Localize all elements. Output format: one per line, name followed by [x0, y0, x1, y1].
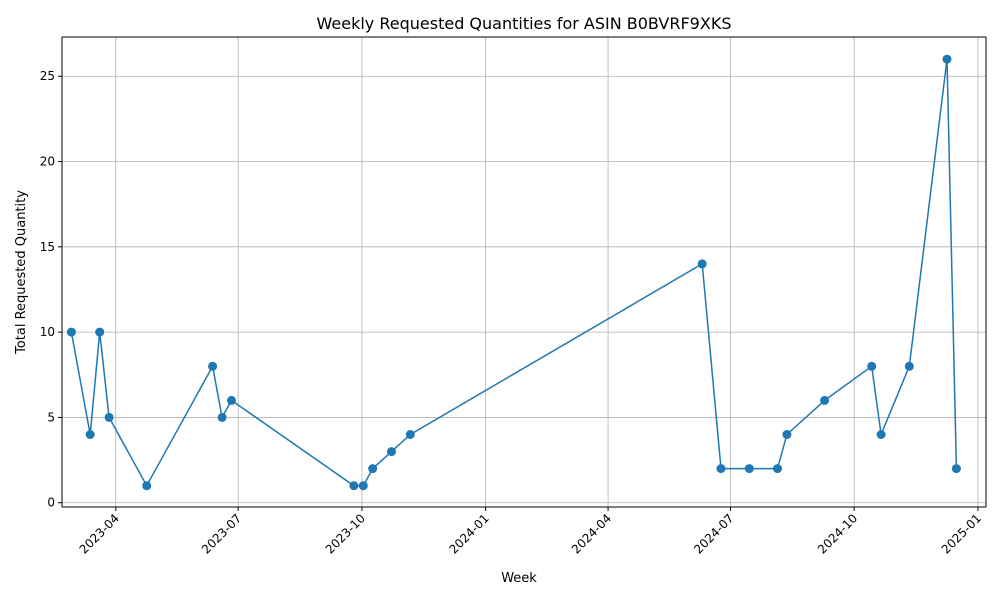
data-point	[405, 430, 415, 439]
y-tick-label: 10	[40, 325, 55, 339]
data-point	[716, 464, 726, 474]
data-point	[867, 361, 877, 371]
data-point	[387, 447, 396, 457]
data-point	[95, 327, 105, 337]
grid	[62, 37, 986, 507]
data-point	[217, 412, 227, 422]
y-tick-label: 20	[40, 155, 55, 169]
data-point	[773, 464, 782, 474]
data-point	[208, 361, 218, 371]
data-point	[904, 361, 914, 371]
data-point	[820, 395, 830, 405]
data-point	[744, 464, 754, 474]
x-axis-label: Week	[501, 571, 537, 586]
data-point	[697, 259, 707, 269]
y-tick-label: 0	[47, 496, 55, 510]
data-point	[104, 412, 114, 422]
data-point	[942, 54, 952, 64]
y-tick-label: 25	[40, 69, 55, 83]
data-point	[349, 481, 359, 491]
data-point	[782, 430, 792, 439]
plot-area-frame	[61, 36, 987, 508]
chart-title: Weekly Requested Quantities for ASIN B0B…	[317, 14, 732, 33]
y-axis-label: Total Requested Quantity	[14, 190, 29, 355]
data-point	[951, 464, 961, 474]
series-line	[70, 58, 958, 487]
data-point	[142, 481, 152, 491]
y-tick-label: 5	[47, 410, 55, 424]
data-point	[358, 481, 368, 491]
data-point	[85, 430, 95, 439]
data-point	[66, 327, 76, 337]
data-point	[227, 395, 236, 405]
y-tick-label: 15	[40, 240, 55, 254]
data-point	[368, 464, 378, 474]
series-group	[66, 54, 961, 491]
data-point	[876, 430, 886, 439]
